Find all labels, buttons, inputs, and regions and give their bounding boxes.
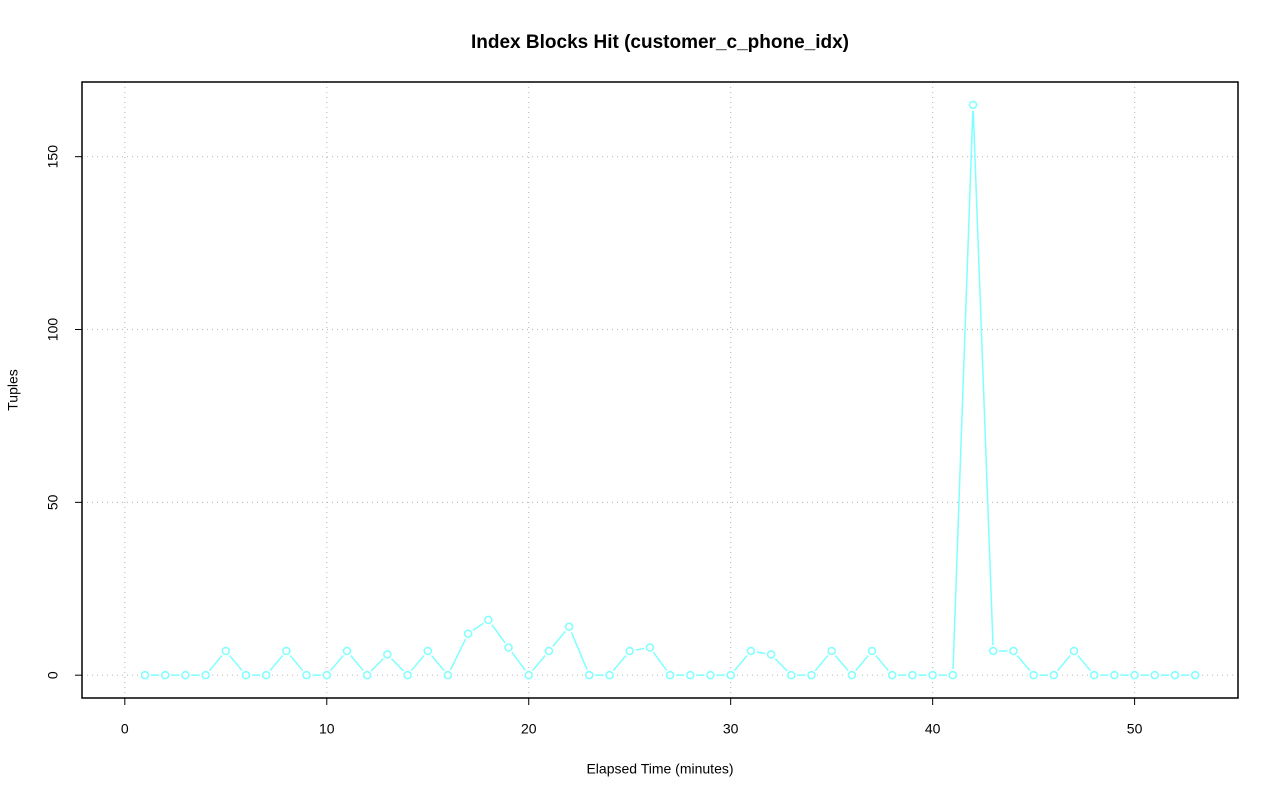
data-point-marker <box>847 670 857 680</box>
data-point-marker <box>221 646 231 656</box>
data-point-marker <box>686 670 695 680</box>
data-point-marker <box>605 670 614 680</box>
data-point-marker <box>726 670 735 680</box>
data-point-marker <box>827 646 836 656</box>
data-point-marker <box>423 646 432 656</box>
data-point-marker <box>302 670 311 680</box>
data-point-marker <box>504 643 513 652</box>
y-tick-label: 0 <box>45 671 61 679</box>
data-point-marker <box>1150 670 1160 680</box>
series-line <box>145 104 1196 677</box>
data-point-marker <box>787 670 796 680</box>
data-point-marker <box>484 615 493 625</box>
data-point-marker <box>746 646 756 656</box>
data-point-marker <box>1190 670 1200 680</box>
data-point-marker <box>968 100 978 110</box>
y-tick-label: 100 <box>45 318 61 342</box>
chart-title: Index Blocks Hit (customer_c_phone_idx) <box>471 32 849 53</box>
data-point-marker <box>524 670 533 680</box>
x-tick-label: 0 <box>121 721 129 737</box>
data-point-marker <box>807 670 816 680</box>
data-point-marker <box>928 670 937 680</box>
x-tick-label: 10 <box>319 721 335 737</box>
data-point-marker <box>867 646 877 656</box>
x-tick-label: 40 <box>925 721 941 737</box>
x-tick-label: 50 <box>1127 721 1143 737</box>
data-point-marker <box>261 670 271 680</box>
data-point-marker <box>181 670 190 680</box>
y-tick-label: 150 <box>45 145 61 169</box>
data-point-marker <box>403 670 412 680</box>
data-point-marker <box>342 646 352 656</box>
data-point-marker <box>625 646 634 656</box>
data-point-marker <box>322 670 332 680</box>
data-point-marker <box>706 670 715 680</box>
x-axis-label: Elapsed Time (minutes) <box>586 761 733 777</box>
data-point-marker <box>1009 646 1018 656</box>
plot-frame <box>81 81 1239 699</box>
data-point-marker <box>544 646 554 656</box>
data-point-marker <box>383 650 392 659</box>
data-point-marker <box>1049 670 1059 680</box>
data-point-marker <box>564 622 574 632</box>
data-point-marker <box>1029 670 1038 680</box>
data-point-marker <box>282 646 291 656</box>
data-point-marker <box>140 670 150 680</box>
data-point-marker <box>1130 670 1139 680</box>
y-axis-label: Tuples <box>5 369 21 411</box>
data-point-marker <box>1110 670 1119 680</box>
x-tick-label: 30 <box>723 721 739 737</box>
data-point-marker <box>362 670 372 680</box>
data-point-marker <box>160 670 170 680</box>
data-point-marker <box>1089 670 1099 680</box>
data-point-marker <box>948 670 958 680</box>
data-point-marker <box>888 670 897 680</box>
data-point-marker <box>766 650 776 659</box>
x-tick-label: 20 <box>521 721 537 737</box>
data-point-marker <box>241 670 251 680</box>
data-point-marker <box>443 670 453 680</box>
data-point-marker <box>1170 670 1180 680</box>
y-tick-label: 50 <box>45 494 61 510</box>
data-point-marker <box>463 629 473 638</box>
data-point-marker <box>908 670 917 680</box>
data-point-marker <box>645 643 655 652</box>
data-point-marker <box>1069 646 1079 656</box>
data-point-marker <box>988 646 998 656</box>
data-point-marker <box>585 670 594 680</box>
data-point-marker <box>201 670 210 680</box>
data-point-marker <box>665 670 675 680</box>
